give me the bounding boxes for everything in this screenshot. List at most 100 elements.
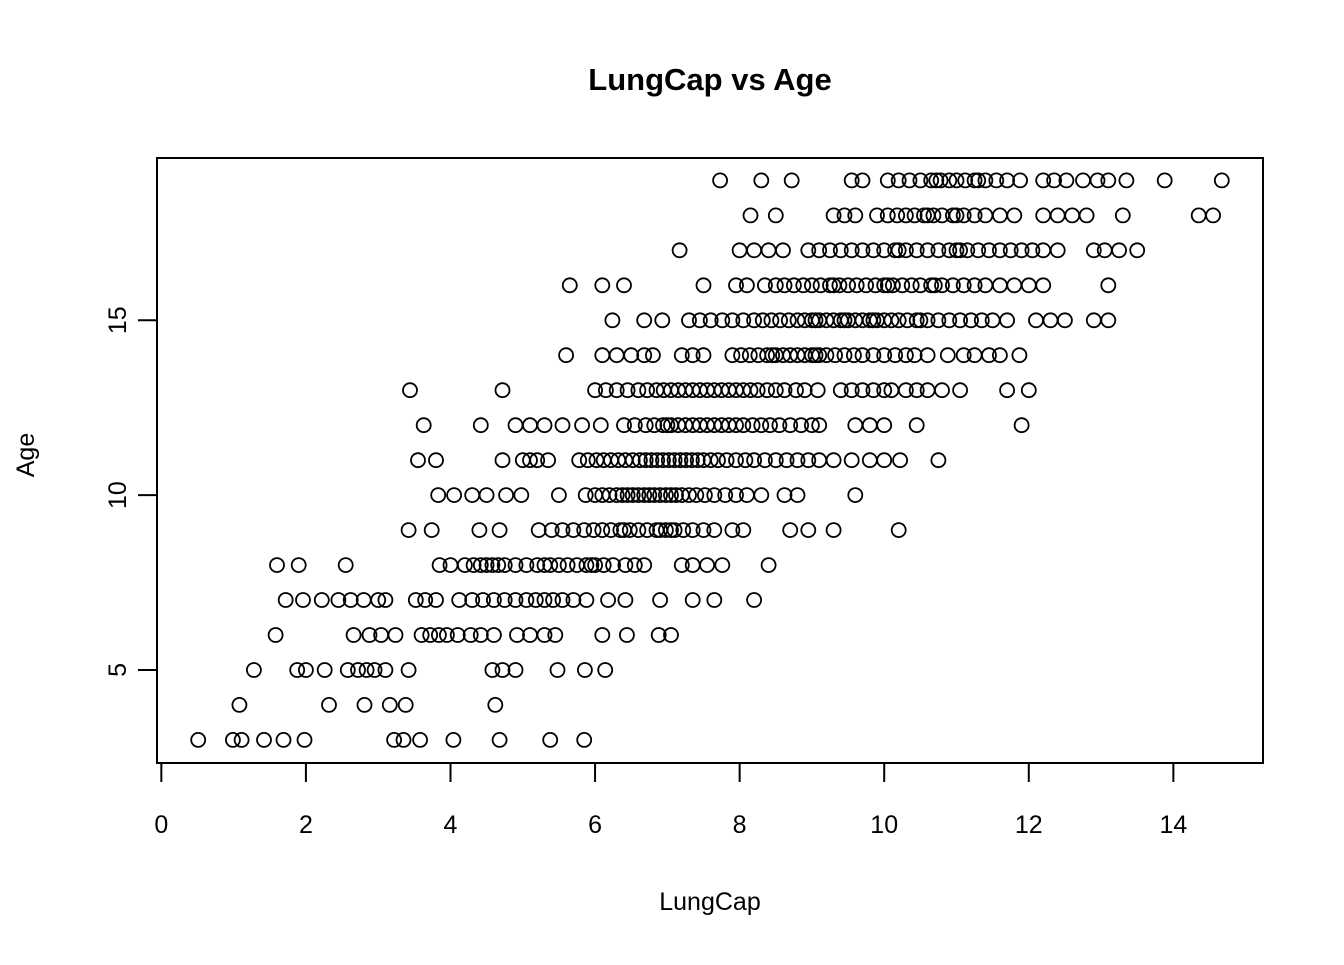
data-point — [876, 347, 893, 364]
data-point — [898, 382, 914, 399]
data-point — [438, 627, 455, 643]
data-point — [565, 522, 582, 538]
data-point — [742, 382, 759, 399]
data-point — [876, 382, 893, 399]
data-point — [1156, 172, 1173, 189]
data-point — [464, 592, 481, 608]
data-point — [760, 242, 777, 259]
data-point — [269, 557, 285, 573]
data-point — [908, 382, 925, 399]
data-point — [753, 487, 770, 504]
data-point — [1012, 172, 1028, 189]
data-point — [496, 592, 513, 608]
data-point — [1006, 277, 1023, 294]
data-point — [494, 382, 511, 399]
data-point — [536, 592, 553, 608]
data-point — [650, 627, 667, 643]
data-point — [746, 592, 762, 608]
data-point — [522, 452, 538, 469]
data-point — [370, 592, 387, 608]
data-point — [636, 347, 653, 364]
data-point — [410, 452, 426, 469]
data-point — [807, 312, 824, 329]
data-point — [865, 347, 882, 364]
data-point — [827, 347, 843, 364]
data-point — [547, 627, 564, 643]
data-point — [825, 522, 842, 538]
data-point — [1114, 207, 1131, 224]
data-point — [1118, 172, 1135, 189]
data-point — [1064, 207, 1081, 224]
data-point — [643, 452, 660, 469]
data-point — [600, 592, 616, 608]
data-point — [843, 452, 860, 469]
data-point — [728, 487, 744, 504]
data-point — [749, 382, 766, 399]
data-point — [632, 452, 648, 469]
data-point — [445, 732, 462, 748]
data-point — [681, 312, 697, 329]
data-point — [731, 242, 748, 259]
data-point — [1006, 207, 1023, 224]
data-point — [934, 277, 950, 294]
data-point — [840, 277, 856, 294]
data-point — [1085, 242, 1102, 259]
data-point — [518, 592, 535, 608]
data-point — [587, 557, 603, 573]
data-point — [604, 312, 621, 329]
data-point — [681, 487, 697, 504]
data-point — [423, 522, 440, 538]
data-point — [554, 417, 571, 434]
data-point — [356, 697, 373, 713]
data-point — [630, 522, 647, 538]
data-point — [639, 522, 655, 538]
data-point — [1089, 172, 1106, 189]
data-point — [1049, 242, 1066, 259]
data-point — [619, 487, 636, 504]
data-point — [928, 172, 945, 189]
data-point — [339, 662, 356, 678]
y-axis-label: Age — [12, 433, 40, 477]
x-tick-label: 10 — [870, 811, 898, 839]
data-point — [847, 487, 864, 504]
data-point — [822, 242, 838, 259]
data-point — [945, 277, 961, 294]
data-point — [809, 382, 826, 399]
data-point — [767, 207, 784, 224]
data-point — [666, 452, 683, 469]
data-point — [652, 487, 668, 504]
data-point — [733, 347, 749, 364]
data-point — [889, 207, 906, 224]
x-tick-label: 14 — [1159, 811, 1187, 839]
data-point — [919, 347, 936, 364]
data-point — [1096, 242, 1113, 259]
data-point — [724, 312, 741, 329]
data-point — [616, 417, 632, 434]
data-point — [619, 382, 636, 399]
data-point — [598, 382, 614, 399]
data-point — [637, 452, 654, 469]
data-point — [231, 697, 248, 713]
data-point — [428, 592, 444, 608]
data-point — [684, 347, 701, 364]
data-point — [529, 452, 546, 469]
data-point — [417, 592, 434, 608]
data-point — [296, 732, 313, 748]
data-point — [295, 592, 311, 608]
data-point — [735, 417, 752, 434]
data-point — [527, 592, 544, 608]
y-tick-label: 5 — [104, 663, 132, 677]
data-point — [955, 347, 972, 364]
data-point — [689, 452, 706, 469]
data-point — [594, 627, 611, 643]
data-point — [717, 487, 734, 504]
data-point — [724, 347, 741, 364]
data-point — [912, 172, 929, 189]
data-point — [754, 312, 771, 329]
data-point — [491, 732, 508, 748]
data-point — [861, 452, 878, 469]
data-point — [636, 312, 653, 329]
data-point — [999, 312, 1015, 329]
data-point — [992, 347, 1008, 364]
